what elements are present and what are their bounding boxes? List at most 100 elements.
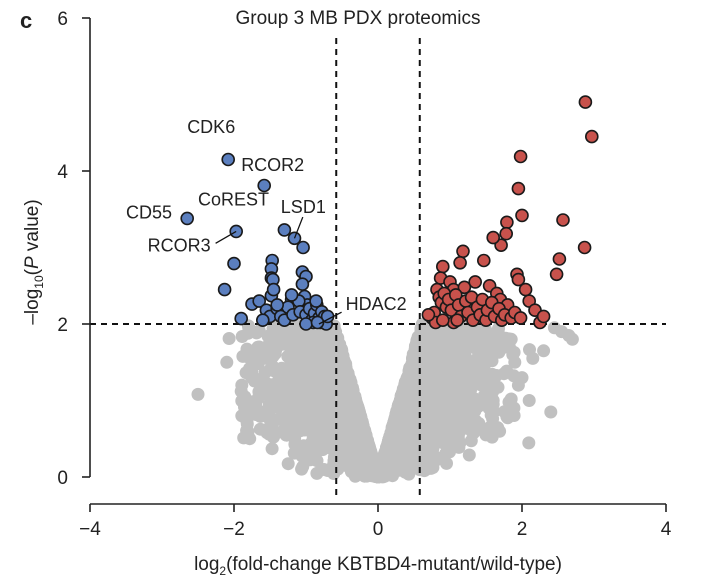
down-point (277, 223, 292, 237)
ns-point (447, 389, 461, 403)
ns-point (328, 346, 342, 359)
x-tick-label: 4 (661, 519, 672, 540)
ns-point (349, 396, 363, 410)
ns-point (313, 408, 327, 422)
ns-point (310, 343, 323, 357)
ns-point (426, 440, 439, 454)
up-point (536, 309, 551, 324)
up-point (549, 267, 564, 282)
ns-point (245, 371, 259, 385)
up-point (435, 259, 450, 274)
ns-point (515, 371, 529, 385)
up-point (556, 213, 570, 227)
ns-point (483, 386, 497, 400)
down-point (180, 211, 194, 226)
up-point (468, 275, 483, 289)
ns-point (479, 428, 493, 442)
ns-point (281, 457, 295, 471)
ns-point (337, 425, 351, 439)
ns-point (392, 399, 406, 413)
ns-point (291, 416, 305, 430)
down-point (217, 282, 232, 297)
ns-point (240, 342, 254, 356)
up-point (513, 149, 528, 164)
ns-point (455, 334, 469, 348)
down-point (255, 313, 270, 328)
ns-point (384, 459, 398, 473)
protein-label-rcor2: RCOR2 (241, 155, 304, 175)
ns-point (222, 332, 236, 345)
down-point (296, 240, 310, 255)
y-tick-label: 2 (57, 315, 68, 336)
x-axis-label: log2(fold-change KBTBD4-mutant/wild-type… (194, 554, 562, 578)
down-point (227, 256, 241, 271)
down-point (309, 294, 323, 308)
down-point (234, 311, 248, 326)
ns-point (308, 429, 322, 443)
down-point (295, 277, 310, 292)
ns-point (441, 366, 455, 379)
ns-point (363, 444, 377, 458)
ns-point (259, 351, 273, 365)
ns-point (191, 387, 205, 401)
ns-point (366, 463, 380, 477)
ns-point (274, 382, 288, 396)
ns-point (263, 385, 277, 399)
ns-point (565, 332, 579, 346)
upregulated-points (421, 95, 599, 330)
ns-point (430, 336, 444, 350)
label-leader-line (318, 311, 342, 325)
ns-point (285, 348, 299, 362)
ns-point (393, 413, 407, 426)
protein-label-rcor3: RCOR3 (148, 235, 211, 255)
non-significant-points (191, 317, 579, 484)
ns-point (331, 462, 345, 476)
ns-point (504, 392, 518, 406)
down-point (257, 178, 272, 193)
protein-label-cdk6: CDK6 (187, 117, 235, 137)
ns-point (325, 364, 339, 378)
ns-point (346, 444, 360, 458)
ns-point (497, 367, 511, 381)
x-axis-label-prefix: log (194, 554, 219, 575)
ns-point (265, 442, 279, 456)
ns-point (312, 358, 326, 372)
panel-letter: c (20, 8, 32, 33)
ns-point (335, 375, 349, 389)
ns-point (400, 375, 414, 389)
ns-point (544, 405, 558, 419)
ns-point (469, 396, 483, 410)
ns-point (465, 424, 479, 438)
ns-point (324, 400, 338, 414)
x-tick-label: 2 (517, 519, 528, 540)
ns-point (526, 351, 540, 365)
up-point (577, 240, 592, 255)
ns-point (430, 378, 444, 392)
ns-point (380, 445, 394, 459)
up-point (578, 95, 593, 109)
ns-point (398, 439, 412, 453)
up-point (453, 255, 467, 270)
ns-point (238, 400, 251, 414)
up-point (513, 311, 528, 325)
ns-point (317, 463, 331, 476)
y-axis-label-italic: P (22, 256, 43, 269)
ns-point (295, 462, 309, 476)
ns-point (440, 456, 453, 470)
ns-point (263, 413, 277, 427)
ns-point (418, 366, 432, 380)
ns-point (336, 391, 350, 404)
ns-point (258, 423, 272, 437)
y-axis-label-subscript: 10 (32, 275, 46, 289)
y-axis-label-prefix: –log (22, 289, 43, 325)
ns-point (443, 445, 456, 459)
ns-point (504, 332, 518, 346)
y-tick-label: 4 (57, 162, 68, 183)
up-point (584, 129, 599, 144)
down-point (221, 152, 235, 167)
ns-point (301, 354, 315, 367)
protein-label-hdac2: HDAC2 (346, 294, 407, 314)
ns-point (537, 344, 551, 358)
up-point (499, 226, 514, 241)
